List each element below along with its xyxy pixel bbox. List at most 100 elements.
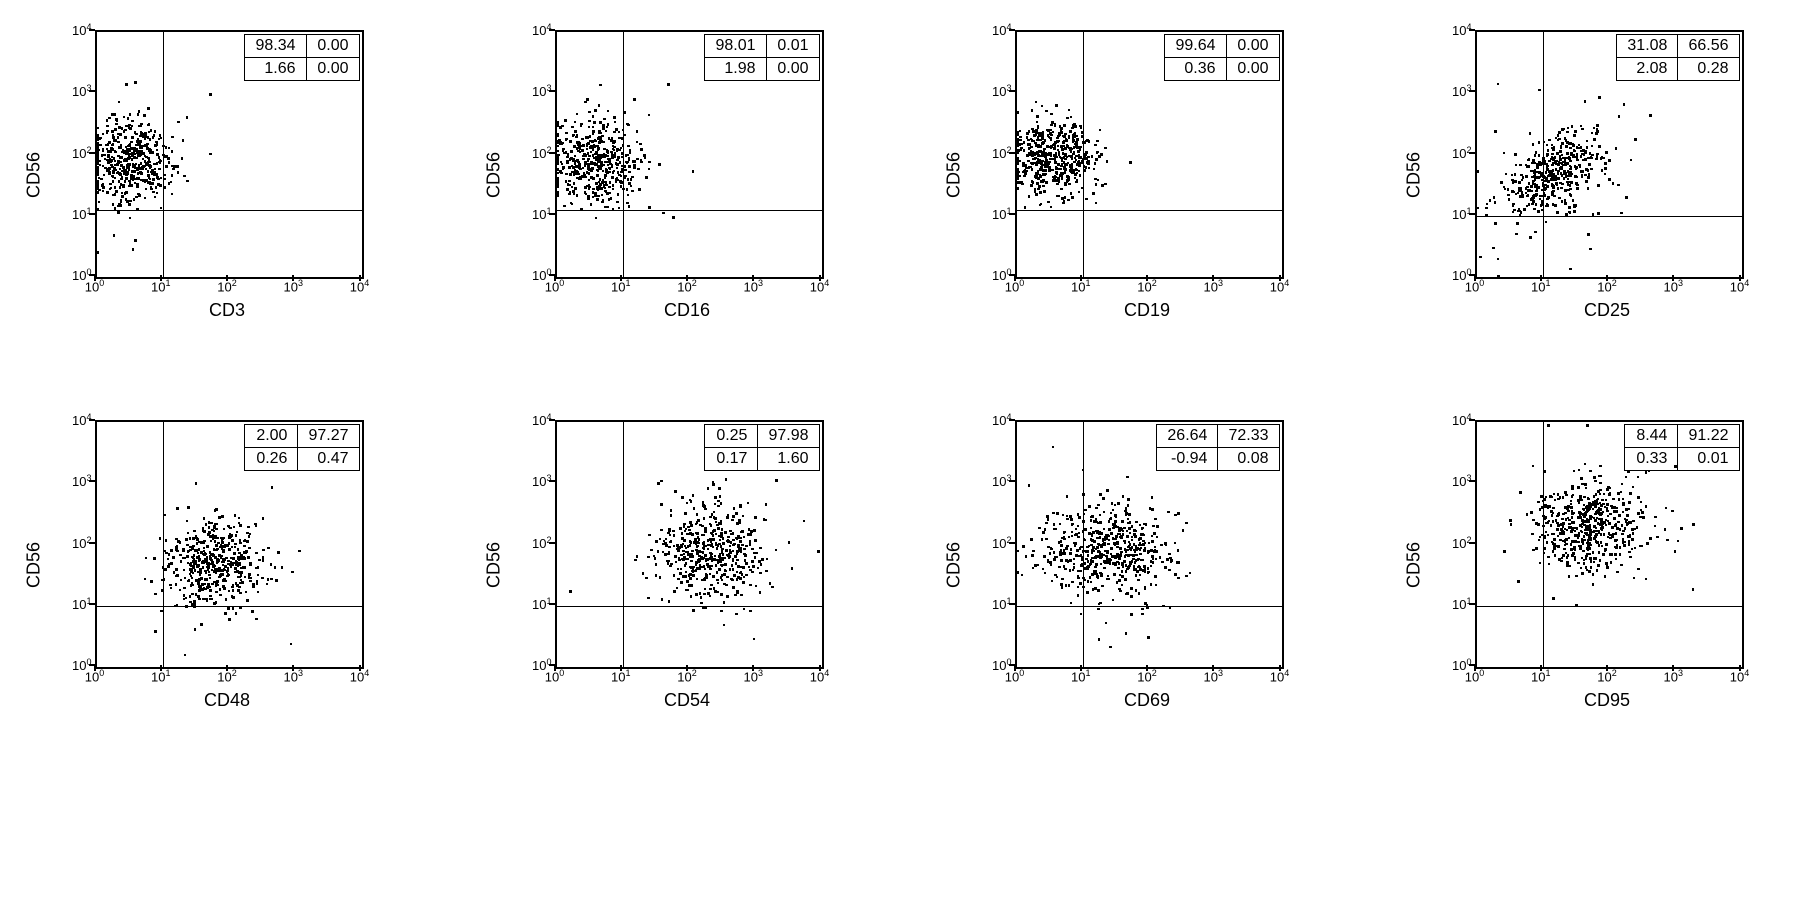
x-tick-mark <box>1146 665 1148 671</box>
plot-area: 8.4491.220.330.01 <box>1475 420 1744 669</box>
y-tick-mark <box>1469 480 1475 482</box>
y-axis-label: CD56 <box>23 542 44 588</box>
y-axis-label: CD56 <box>483 152 504 198</box>
x-tick-mark <box>160 275 162 281</box>
y-tick-label: 101 <box>514 206 552 222</box>
facs-panel: 8.4491.220.330.0110010110210310410010110… <box>1420 410 1760 720</box>
y-tick-label: 104 <box>54 412 92 428</box>
y-axis-label: CD56 <box>23 152 44 198</box>
y-tick-label: 101 <box>1434 206 1472 222</box>
x-tick-mark <box>554 275 556 281</box>
y-tick-mark <box>549 90 555 92</box>
y-tick-mark <box>1469 419 1475 421</box>
y-tick-mark <box>549 419 555 421</box>
scatter-points <box>1017 422 1282 667</box>
x-tick-mark <box>226 275 228 281</box>
y-tick-label: 103 <box>54 83 92 99</box>
x-axis-label: CD95 <box>1475 690 1740 711</box>
x-tick-mark <box>359 275 361 281</box>
y-tick-label: 101 <box>514 596 552 612</box>
facs-panel: 98.340.001.660.0010010110210310410010110… <box>40 20 380 330</box>
scatter-points <box>557 32 822 277</box>
x-tick-mark <box>1474 665 1476 671</box>
plot-area: 26.6472.33-0.940.08 <box>1015 420 1284 669</box>
y-tick-mark <box>549 152 555 154</box>
x-tick-mark <box>752 665 754 671</box>
x-tick-mark <box>554 665 556 671</box>
x-axis-label: CD16 <box>555 300 820 321</box>
y-tick-label: 103 <box>974 473 1012 489</box>
x-tick-mark <box>1606 275 1608 281</box>
y-tick-label: 101 <box>1434 596 1472 612</box>
y-tick-label: 104 <box>514 412 552 428</box>
scatter-points <box>1477 32 1742 277</box>
x-tick-mark <box>292 275 294 281</box>
scatter-points <box>557 422 822 667</box>
y-tick-mark <box>549 213 555 215</box>
y-tick-label: 101 <box>54 596 92 612</box>
y-tick-mark <box>1009 419 1015 421</box>
y-axis-label: CD56 <box>1403 542 1424 588</box>
y-tick-label: 102 <box>1434 144 1472 160</box>
y-tick-mark <box>89 480 95 482</box>
x-axis-label: CD54 <box>555 690 820 711</box>
y-tick-label: 104 <box>1434 22 1472 38</box>
x-tick-mark <box>359 665 361 671</box>
y-tick-label: 101 <box>974 206 1012 222</box>
y-tick-mark <box>89 152 95 154</box>
y-tick-mark <box>549 480 555 482</box>
x-tick-mark <box>1080 665 1082 671</box>
y-tick-label: 103 <box>54 473 92 489</box>
x-tick-mark <box>1212 275 1214 281</box>
x-tick-mark <box>1606 665 1608 671</box>
facs-panel: 99.640.000.360.0010010110210310410010110… <box>960 20 1300 330</box>
plot-area: 98.010.011.980.00 <box>555 30 824 279</box>
y-tick-label: 102 <box>974 144 1012 160</box>
y-tick-mark <box>1469 542 1475 544</box>
y-tick-mark <box>549 542 555 544</box>
y-tick-label: 103 <box>514 83 552 99</box>
facs-panel: 26.6472.33-0.940.08100101102103104100101… <box>960 410 1300 720</box>
x-tick-mark <box>160 665 162 671</box>
y-tick-mark <box>549 603 555 605</box>
y-tick-mark <box>1009 542 1015 544</box>
y-tick-mark <box>1469 29 1475 31</box>
x-tick-mark <box>752 275 754 281</box>
x-tick-mark <box>819 275 821 281</box>
x-tick-mark <box>1540 275 1542 281</box>
x-tick-mark <box>94 275 96 281</box>
x-tick-mark <box>1080 275 1082 281</box>
x-tick-mark <box>620 275 622 281</box>
y-tick-mark <box>1009 213 1015 215</box>
y-axis-label: CD56 <box>1403 152 1424 198</box>
y-tick-mark <box>1469 603 1475 605</box>
y-tick-mark <box>1009 152 1015 154</box>
y-tick-label: 102 <box>514 534 552 550</box>
x-tick-mark <box>1279 665 1281 671</box>
facs-panel: 31.0866.562.080.281001011021031041001011… <box>1420 20 1760 330</box>
y-tick-label: 101 <box>974 596 1012 612</box>
y-tick-label: 102 <box>54 534 92 550</box>
scatter-points <box>1017 32 1282 277</box>
y-tick-label: 104 <box>1434 412 1472 428</box>
x-tick-mark <box>1146 275 1148 281</box>
y-axis-label: CD56 <box>943 152 964 198</box>
facs-panel: 0.2597.980.171.6010010110210310410010110… <box>500 410 840 720</box>
x-axis-label: CD69 <box>1015 690 1280 711</box>
x-tick-mark <box>1212 665 1214 671</box>
x-tick-mark <box>1739 665 1741 671</box>
y-tick-mark <box>89 29 95 31</box>
x-axis-label: CD19 <box>1015 300 1280 321</box>
y-axis-label: CD56 <box>943 542 964 588</box>
y-tick-label: 102 <box>514 144 552 160</box>
x-tick-mark <box>1739 275 1741 281</box>
y-tick-label: 104 <box>974 412 1012 428</box>
facs-panel: 2.0097.270.260.4710010110210310410010110… <box>40 410 380 720</box>
x-tick-mark <box>1279 275 1281 281</box>
scatter-points <box>97 422 362 667</box>
plot-area: 31.0866.562.080.28 <box>1475 30 1744 279</box>
plot-area: 0.2597.980.171.60 <box>555 420 824 669</box>
y-tick-mark <box>549 29 555 31</box>
y-tick-label: 102 <box>1434 534 1472 550</box>
y-tick-mark <box>89 90 95 92</box>
